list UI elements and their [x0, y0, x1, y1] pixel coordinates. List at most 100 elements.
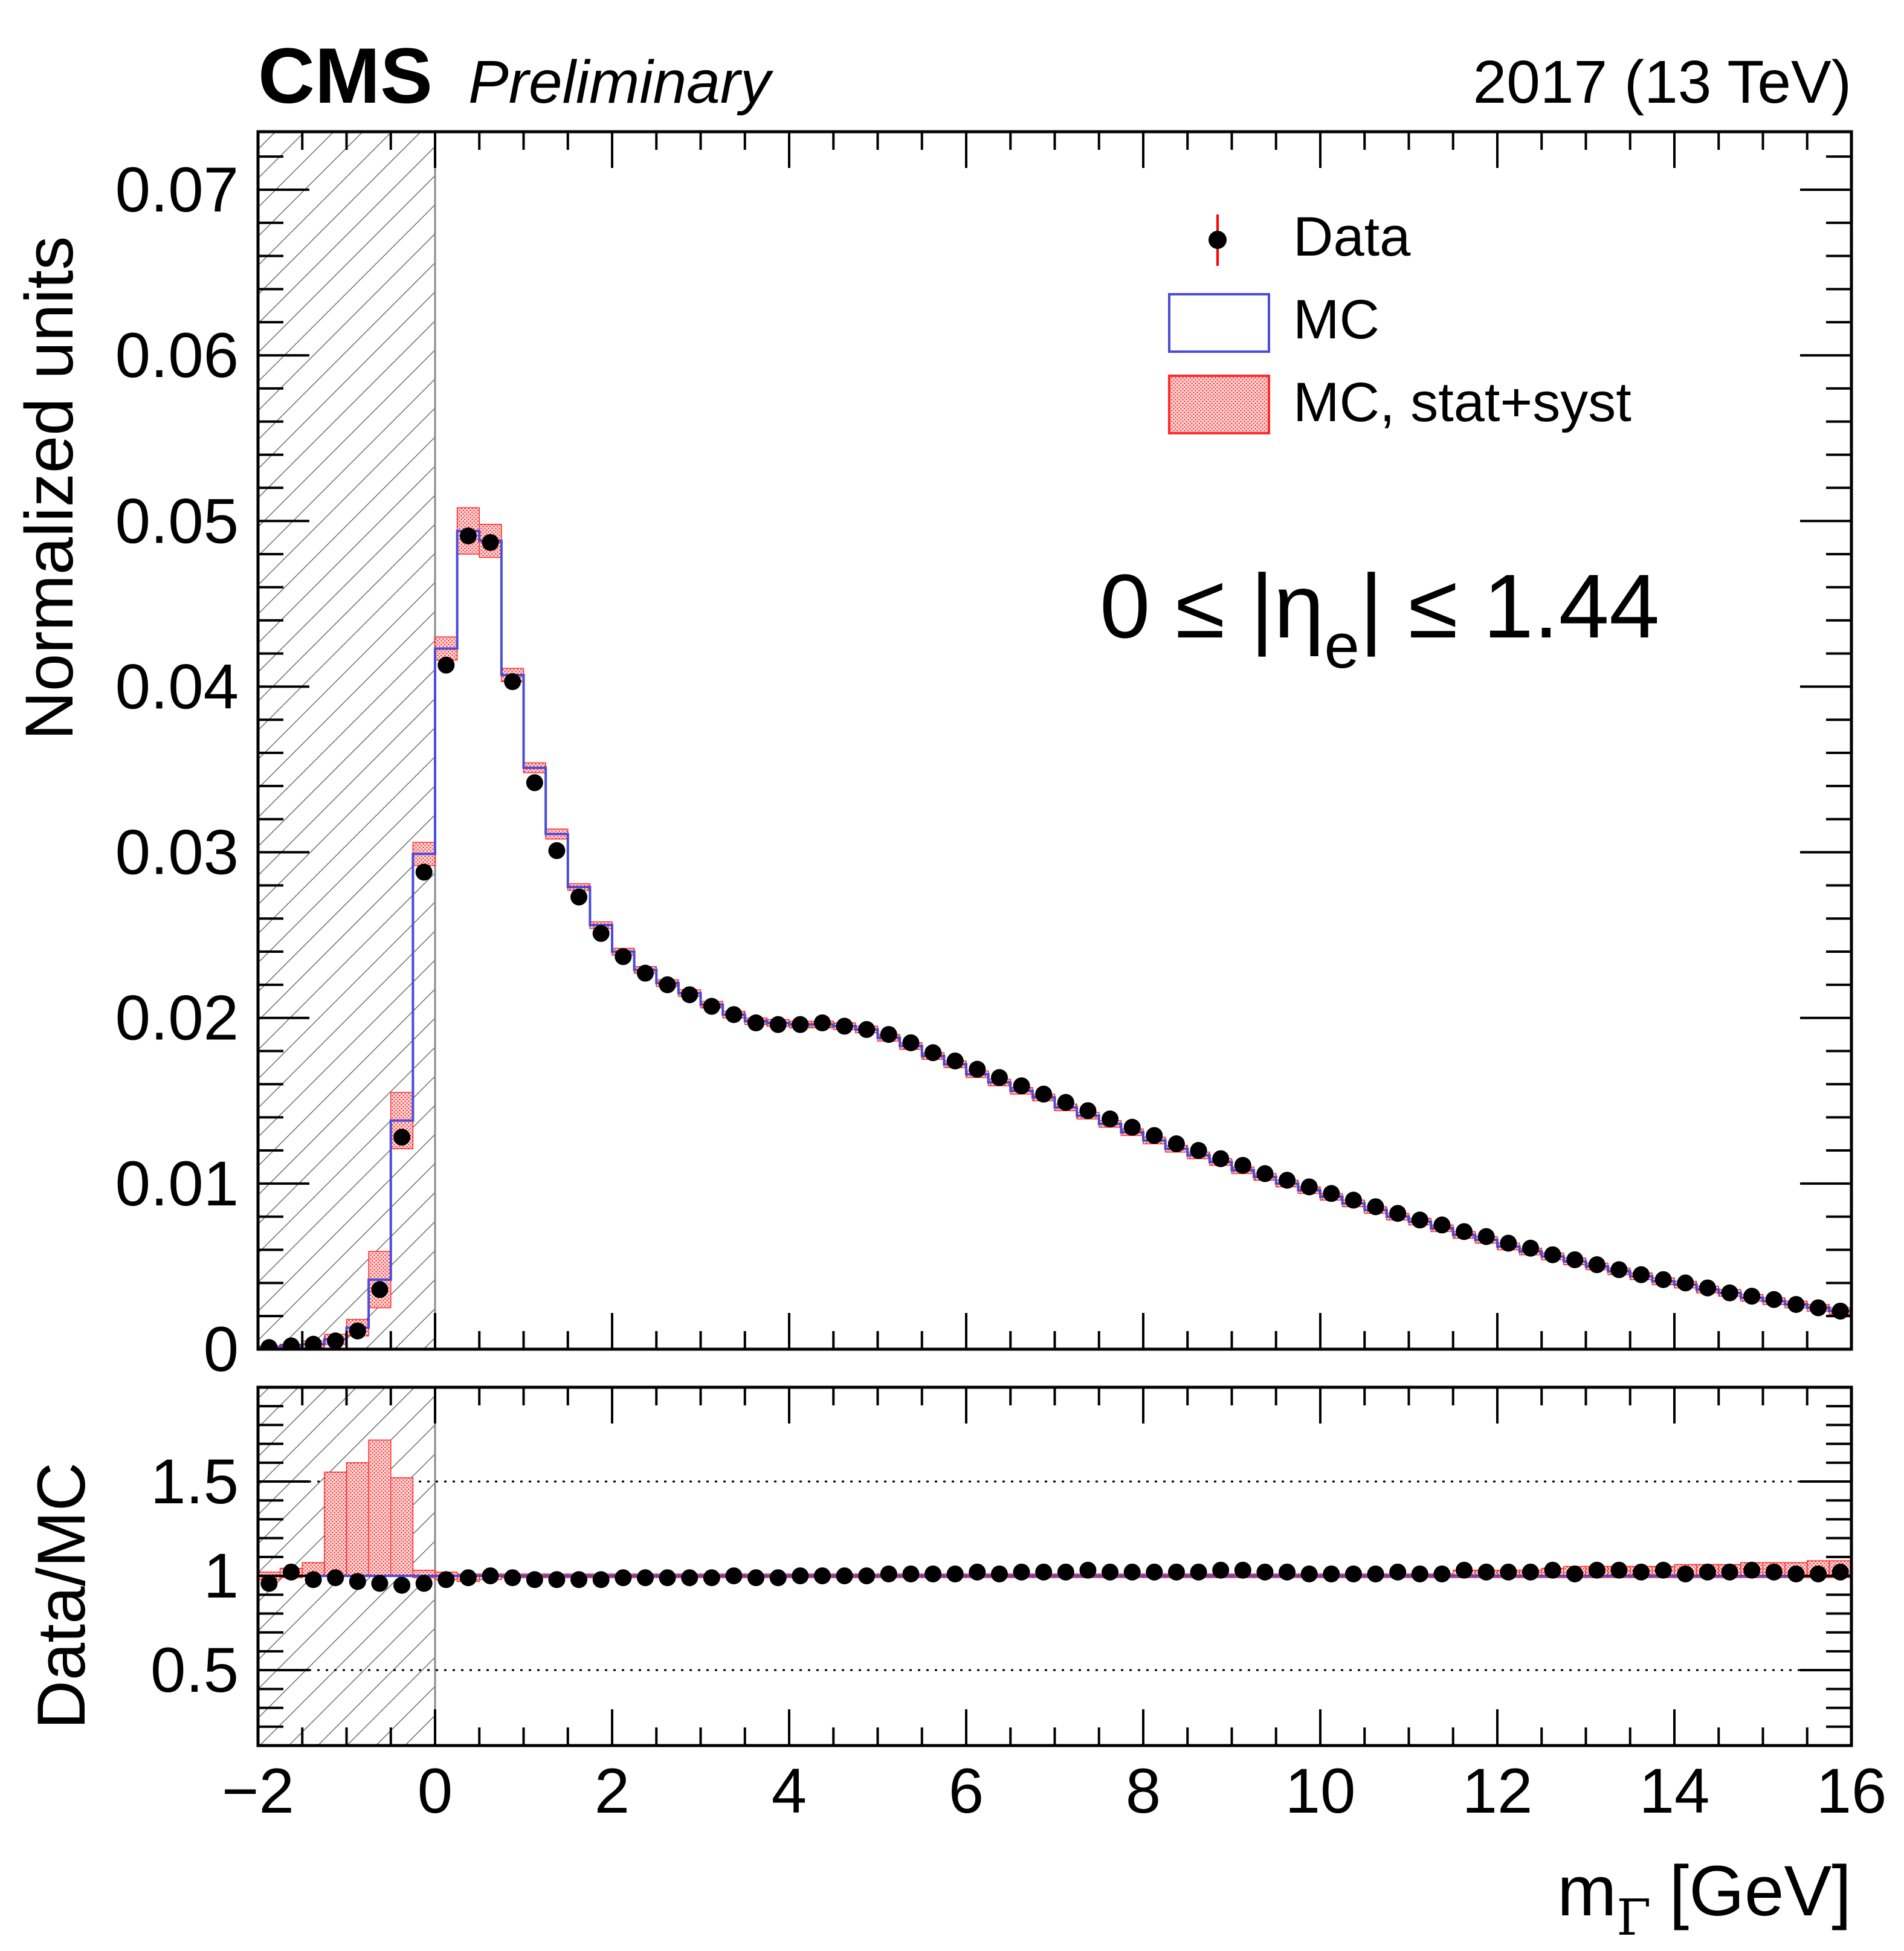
- legend-mc-label: MC: [1293, 289, 1380, 350]
- ratio-data-point: [858, 1567, 876, 1585]
- data-point: [1588, 1256, 1605, 1274]
- y-tick-label: 0: [204, 1314, 239, 1385]
- main-y-tick-labels: 0 0.01 0.02 0.03 0.04 0.05 0.06 0.07: [115, 155, 239, 1385]
- ratio-data-point: [703, 1569, 720, 1587]
- ratio-data-point: [1677, 1565, 1694, 1582]
- data-point: [703, 998, 720, 1015]
- legend-band-swatch: [1168, 375, 1270, 434]
- ratio-data-point: [1212, 1561, 1230, 1579]
- ratio-data-point: [1633, 1563, 1650, 1581]
- data-point: [1057, 1094, 1074, 1111]
- ratio-band-bin: [346, 1462, 369, 1576]
- ratio-data-point: [1500, 1563, 1517, 1581]
- data-point: [1522, 1239, 1539, 1257]
- data-point: [482, 534, 499, 551]
- ratio-band-bin: [324, 1471, 347, 1576]
- data-point: [1500, 1234, 1517, 1252]
- data-point: [769, 1016, 787, 1033]
- x-tick-label: 10: [1285, 1756, 1356, 1827]
- y-tick-label: 0.06: [115, 320, 239, 391]
- ratio-data-point: [836, 1567, 853, 1585]
- ratio-data-point: [990, 1565, 1008, 1582]
- ratio-data-point: [437, 1571, 455, 1588]
- ratio-data-point: [659, 1569, 676, 1587]
- ratio-data-point: [1234, 1561, 1251, 1579]
- data-point: [1323, 1185, 1340, 1202]
- data-point: [1146, 1127, 1163, 1144]
- ratio-panel: 0.5 1 1.5 −2 0 2 4 6 8 10 12 14 16 Data/MC mΓ [GeV]: [24, 1385, 1886, 1947]
- data-point: [371, 1281, 389, 1298]
- x-tick-label: 6: [949, 1756, 984, 1827]
- data-point: [1699, 1279, 1716, 1297]
- eta-range-right: | ≤ 1.44: [1360, 555, 1660, 657]
- data-point: [836, 1017, 853, 1035]
- data-point: [1344, 1192, 1362, 1209]
- ratio-y-tick-label: 0.5: [150, 1635, 239, 1706]
- data-point: [681, 986, 699, 1004]
- ratio-data-point: [1477, 1563, 1495, 1581]
- ratio-data-point: [1344, 1565, 1362, 1582]
- run-info-label: 2017 (13 TeV): [1473, 48, 1851, 116]
- x-axis-title-unit: [GeV]: [1669, 1851, 1851, 1931]
- data-point: [1256, 1165, 1274, 1182]
- ratio-data-point: [615, 1569, 632, 1587]
- data-point: [969, 1060, 986, 1078]
- eta-range-subscript: e: [1324, 611, 1359, 682]
- ratio-data-point: [925, 1565, 942, 1582]
- data-point: [747, 1014, 765, 1031]
- ratio-data-point: [1300, 1565, 1318, 1582]
- main-panel: 0 0.01 0.02 0.03 0.04 0.05 0.06 0.07 Normalized…: [11, 130, 1853, 1385]
- ratio-data-point: [371, 1575, 389, 1592]
- data-point: [1477, 1228, 1495, 1245]
- ratio-data-point: [1411, 1565, 1428, 1582]
- data-point: [260, 1339, 278, 1349]
- ratio-data-point: [946, 1565, 964, 1582]
- ratio-data-point: [792, 1567, 809, 1585]
- ratio-data-point: [526, 1571, 543, 1588]
- data-point: [659, 976, 676, 993]
- x-tick-label: 8: [1126, 1756, 1161, 1827]
- main-frame: [256, 130, 1853, 1351]
- data-point: [615, 948, 632, 966]
- legend-mc-swatch: [1168, 293, 1270, 353]
- ratio-data-point: [1810, 1565, 1827, 1582]
- ratio-data-point: [282, 1563, 300, 1581]
- data-point: [570, 888, 588, 906]
- ratio-data-point: [504, 1569, 521, 1587]
- data-point: [725, 1006, 743, 1024]
- data-point: [504, 673, 521, 691]
- data-point: [813, 1014, 831, 1031]
- eta-range-left: 0 ≤ |η: [1100, 555, 1324, 657]
- ratio-band-bin: [390, 1477, 414, 1576]
- data-point: [1654, 1271, 1672, 1288]
- x-tick-label: 4: [772, 1756, 807, 1827]
- x-axis-title-main: m: [1557, 1851, 1616, 1931]
- ratio-axis-ticks: [257, 1387, 1853, 1746]
- ratio-data-point: [570, 1571, 588, 1588]
- ratio-data-point: [1433, 1565, 1451, 1582]
- y-tick-label: 0.02: [115, 983, 239, 1054]
- ratio-data-point: [548, 1571, 566, 1588]
- ratio-data-point: [1831, 1563, 1849, 1581]
- ratio-data-point: [747, 1569, 765, 1587]
- data-point: [327, 1332, 344, 1349]
- ratio-data-point: [681, 1569, 699, 1587]
- ratio-data-point: [1456, 1561, 1473, 1579]
- data-point: [1566, 1251, 1584, 1268]
- data-point: [1765, 1291, 1783, 1308]
- status-label: Preliminary: [468, 48, 774, 116]
- legend-data-label: Data: [1293, 206, 1411, 268]
- ratio-data-points: [260, 1561, 1849, 1594]
- data-point: [459, 527, 477, 544]
- data-point: [1035, 1085, 1053, 1103]
- ratio-data-point: [1743, 1561, 1761, 1579]
- data-point: [1787, 1295, 1805, 1313]
- ratio-data-point: [1787, 1565, 1805, 1582]
- data-point: [990, 1069, 1008, 1086]
- ratio-data-point: [1765, 1563, 1783, 1581]
- data-point: [1013, 1077, 1030, 1095]
- ratio-reference-lines: [258, 1480, 1851, 1671]
- ratio-data-point: [1588, 1561, 1605, 1579]
- data-point: [437, 656, 455, 674]
- data-point: [1079, 1102, 1097, 1120]
